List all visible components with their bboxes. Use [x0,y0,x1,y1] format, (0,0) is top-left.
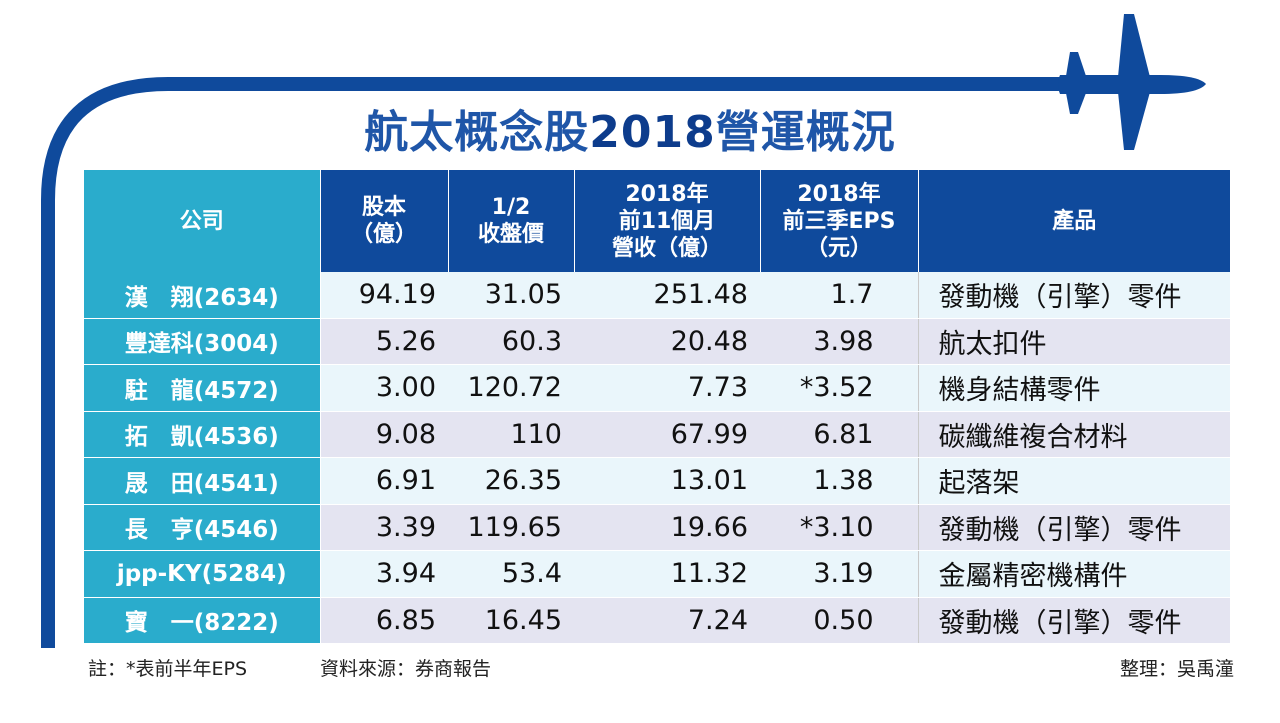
capital-cell: 3.39 [320,504,448,551]
airplane-icon [1058,14,1206,150]
eps-cell: 0.50 [760,597,918,644]
close-price-cell: 120.72 [448,364,574,412]
header-close-line1: 1/2 [491,195,531,220]
capital-cell: 9.08 [320,411,448,458]
company-cell: 漢 翔(2634) [84,272,321,319]
table-row: jpp-KY(5284) 3.94 53.4 11.32 3.19 金屬精密機構件 [84,550,1230,598]
data-table-wrapper: 公司 股本 （億） 1/2 收盤價 2018年 前11個月 營收（億） 2018年 前三季… [84,170,1230,644]
revenue-cell: 7.73 [574,364,760,412]
revenue-cell: 11.32 [574,550,760,598]
company-cell: 豐達科(3004) [84,318,321,365]
table-row: 豐達科(3004) 5.26 60.3 20.48 3.98 航太扣件 [84,318,1230,365]
product-cell: 發動機（引擎）零件 [917,597,1230,644]
header-product: 產品 [918,170,1230,272]
capital-cell: 3.94 [320,550,448,598]
product-cell: 起落架 [917,457,1230,505]
aerospace-stocks-table: 公司 股本 （億） 1/2 收盤價 2018年 前11個月 營收（億） 2018年 前三季… [84,170,1230,644]
revenue-cell: 19.66 [574,504,760,551]
product-cell: 機身結構零件 [917,364,1230,412]
revenue-cell: 7.24 [574,597,760,644]
capital-cell: 94.19 [320,272,448,319]
product-cell: 發動機（引擎）零件 [917,504,1230,551]
header-eps: 2018年 前三季EPS （元） [760,170,919,272]
table-row: 拓 凱(4536) 9.08 110 67.99 6.81 碳纖維複合材料 [84,411,1230,458]
eps-cell: 3.19 [760,550,918,598]
company-cell: 晟 田(4541) [84,457,321,505]
header-capital-line1: 股本 [361,195,406,220]
capital-cell: 6.91 [320,457,448,505]
close-price-cell: 26.35 [448,457,574,505]
product-cell: 金屬精密機構件 [917,550,1230,598]
data-source: 資料來源：券商報告 [320,658,492,680]
capital-cell: 3.00 [320,364,448,412]
capital-cell: 5.26 [320,318,448,365]
table-row: 駐 龍(4572) 3.00 120.72 7.73 *3.52 機身結構零件 [84,364,1230,412]
table-row: 寶 一(8222) 6.85 16.45 7.24 0.50 發動機（引擎）零件 [84,597,1230,644]
revenue-cell: 13.01 [574,457,760,505]
frame-arc [41,77,1095,648]
header-revenue-line1: 2018年 [625,181,709,207]
table-body: 漢 翔(2634) 94.19 31.05 251.48 1.7 發動機（引擎）零件 豐達科… [84,272,1230,644]
compiler-credit: 整理：吳禹潼 [1119,658,1234,680]
header-row: 公司 股本 （億） 1/2 收盤價 2018年 前11個月 營收（億） 2018年 前三季… [84,170,1230,272]
company-cell: 寶 一(8222) [84,597,321,644]
eps-cell: 1.7 [760,272,918,319]
company-cell: jpp-KY(5284) [84,550,321,598]
header-company: 公司 [84,170,321,272]
chart-title: 航太概念股2018營運概況 [250,100,1010,166]
header-revenue-line2: 前11個月 [618,208,716,234]
footnote: 註：*表前半年EPS [88,658,248,680]
product-cell: 航太扣件 [917,318,1230,365]
footer: 註：*表前半年EPS 資料來源：券商報告 整理：吳禹潼 [0,654,1280,684]
company-cell: 拓 凱(4536) [84,411,321,458]
table-row: 漢 翔(2634) 94.19 31.05 251.48 1.7 發動機（引擎）零件 [84,272,1230,319]
table-row: 晟 田(4541) 6.91 26.35 13.01 1.38 起落架 [84,457,1230,505]
header-close-line2: 收盤價 [477,222,544,247]
company-cell: 長 亨(4546) [84,504,321,551]
close-price-cell: 119.65 [448,504,574,551]
product-cell: 發動機（引擎）零件 [917,272,1230,319]
close-price-cell: 110 [448,411,574,458]
table-row: 長 亨(4546) 3.39 119.65 19.66 *3.10 發動機（引擎）零件 [84,504,1230,551]
header-revenue-line3: 營收（億） [611,235,722,261]
capital-cell: 6.85 [320,597,448,644]
close-price-cell: 60.3 [448,318,574,365]
close-price-cell: 53.4 [448,550,574,598]
header-product-label: 產品 [1052,208,1097,234]
eps-cell: *3.10 [760,504,918,551]
title-tail: 營運概況 [715,107,896,158]
header-company-label: 公司 [179,208,224,234]
eps-cell: 1.38 [760,457,918,505]
header-capital-line2: （億） [350,222,417,247]
header-eps-line1: 2018年 [797,181,881,207]
header-revenue: 2018年 前11個月 營收（億） [574,170,761,272]
revenue-cell: 67.99 [574,411,760,458]
close-price-cell: 31.05 [448,272,574,319]
title-year: 2018 [589,107,716,158]
title-main: 航太概念股 [364,107,590,158]
revenue-cell: 251.48 [574,272,760,319]
close-price-cell: 16.45 [448,597,574,644]
revenue-cell: 20.48 [574,318,760,365]
product-cell: 碳纖維複合材料 [917,411,1230,458]
header-capital: 股本 （億） [320,170,449,272]
company-cell: 駐 龍(4572) [84,364,321,412]
eps-cell: 3.98 [760,318,918,365]
eps-cell: 6.81 [760,411,918,458]
header-close-price: 1/2 收盤價 [448,170,575,272]
header-eps-line3: （元） [805,235,872,261]
eps-cell: *3.52 [760,364,918,412]
header-eps-line2: 前三季EPS [782,208,896,234]
